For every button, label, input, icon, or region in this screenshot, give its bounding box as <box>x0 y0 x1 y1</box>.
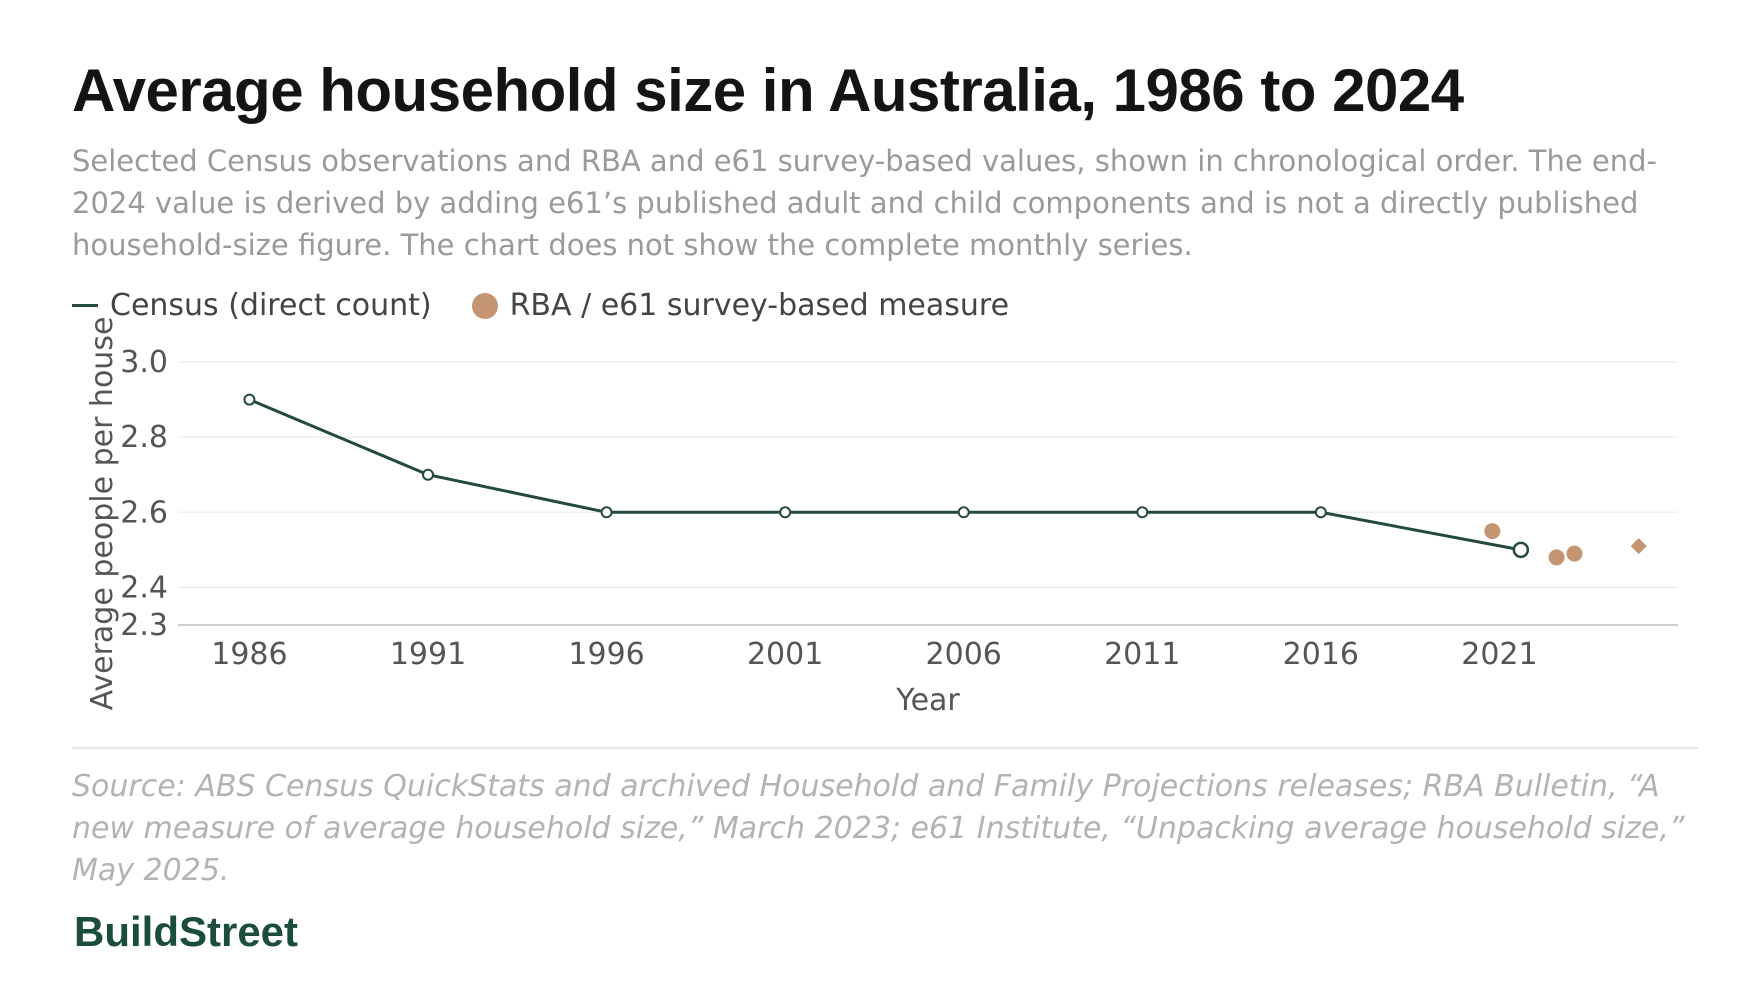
y-tick-label: 2.6 <box>120 495 168 530</box>
x-tick-label: 2001 <box>747 637 823 672</box>
census-point <box>243 393 256 406</box>
chart-subtitle: Selected Census observations and RBA and… <box>72 144 1658 262</box>
census-line <box>248 398 1522 552</box>
x-tick-label: 2011 <box>1104 637 1180 672</box>
survey-legend-label: RBA / e61 survey-based measure <box>509 288 1010 323</box>
y-axis-title: Average people per house <box>85 317 120 711</box>
survey-point <box>1548 549 1565 566</box>
x-tick-label: 2021 <box>1461 637 1537 672</box>
source-note: Source: ABS Census QuickStats and archiv… <box>72 769 1685 888</box>
gridlines <box>178 361 1678 626</box>
brand-logo: BuildStreet <box>74 908 299 955</box>
chart-series <box>243 393 1647 566</box>
y-tick-label: 3.0 <box>120 345 168 380</box>
line-chart: 2.32.4 2.6 2.8 3.0 1986 1991 1996 2001 2006 2011… <box>85 317 1678 718</box>
y-tick-label: 2.4 <box>120 570 168 605</box>
census-point <box>957 506 970 519</box>
census-point <box>779 506 792 519</box>
x-axis-title: Year <box>895 683 960 718</box>
x-tick-label: 1986 <box>211 637 287 672</box>
census-legend-swatch <box>72 304 98 307</box>
survey-diamond-point <box>1630 538 1647 555</box>
census-point <box>1512 541 1530 559</box>
census-point <box>1136 506 1149 519</box>
survey-legend-swatch <box>471 292 498 319</box>
x-tick-label: 1996 <box>568 637 644 672</box>
x-tick-label: 2006 <box>926 637 1002 672</box>
chart-legend: Census (direct count) RBA / e61 survey-b… <box>72 288 1009 323</box>
y-tick-label: 2.8 <box>120 420 168 455</box>
survey-point <box>1484 523 1501 540</box>
survey-point <box>1566 545 1583 562</box>
footer-divider <box>72 747 1698 749</box>
census-legend-label: Census (direct count) <box>110 288 432 323</box>
y-axis-ticks: 2.32.4 2.6 2.8 3.0 <box>120 345 168 643</box>
x-tick-label: 2016 <box>1283 637 1359 672</box>
census-point <box>1314 506 1327 519</box>
chart-title: Average household size in Australia, 198… <box>72 57 1464 124</box>
x-tick-label: 1991 <box>390 637 466 672</box>
census-point <box>600 506 613 519</box>
census-point <box>422 468 434 481</box>
x-axis-ticks: 1986 1991 1996 2001 2006 2011 2016 2021 <box>211 637 1537 672</box>
y-tick-label: 2.3 <box>120 608 168 643</box>
